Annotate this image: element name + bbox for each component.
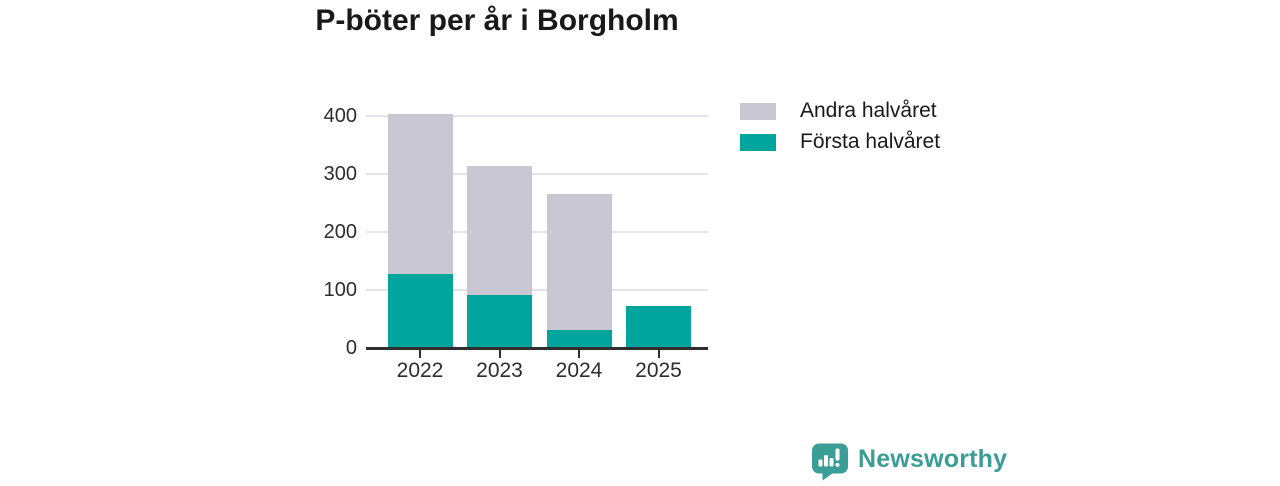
- x-axis-tick-2022: [419, 349, 421, 358]
- bar-segment-2023-andra: [467, 166, 532, 295]
- legend-swatch-forsta-halvaret: [740, 134, 776, 151]
- bar-segment-2022-forsta: [387, 274, 453, 347]
- bar-segment-2023-forsta: [467, 295, 532, 347]
- y-axis-tick-label-0: 0: [345, 337, 357, 359]
- y-axis-tick-label-100: 100: [323, 279, 357, 301]
- bar-segment-2025-forsta: [626, 306, 691, 347]
- legend: Andra halvåret Första halvåret: [740, 99, 1000, 163]
- x-axis-tick-label-2022: 2022: [396, 359, 444, 382]
- legend-label-andra-halvaret: Andra halvåret: [800, 99, 937, 122]
- y-axis-tick-label-400: 400: [323, 105, 357, 127]
- y-axis-tick-label-300: 300: [323, 163, 357, 185]
- x-axis-tick-2023: [498, 349, 501, 358]
- legend-label-forsta-halvaret: Första halvåret: [800, 130, 941, 153]
- chart-title: P-böter per år i Borgholm: [315, 4, 679, 37]
- gridline-y-400: [366, 115, 708, 117]
- newsworthy-bubble-chart-icon: [812, 443, 848, 481]
- y-axis-tick-label-200: 200: [323, 221, 357, 243]
- bar-segment-2024-andra: [546, 194, 612, 330]
- newsworthy-logo-text: Newsworthy: [858, 445, 1008, 473]
- legend-swatch-andra-halvaret: [740, 103, 776, 120]
- bar-segment-2022-andra: [387, 114, 453, 274]
- x-axis-tick-label-2023: 2023: [476, 359, 523, 382]
- newsworthy-logo[interactable]: Newsworthy: [811, 443, 1007, 481]
- gridline-y-300: [366, 173, 708, 175]
- gridline-y-100: [366, 289, 708, 291]
- bar-segment-2024-forsta: [546, 330, 612, 347]
- x-axis-tick-2025: [657, 349, 660, 358]
- x-axis-tick-label-2024: 2024: [555, 359, 603, 382]
- x-axis-tick-2024: [578, 349, 580, 358]
- gridline-y-200: [366, 231, 708, 233]
- x-axis-line: [366, 347, 708, 350]
- x-axis-tick-label-2025: 2025: [635, 359, 682, 382]
